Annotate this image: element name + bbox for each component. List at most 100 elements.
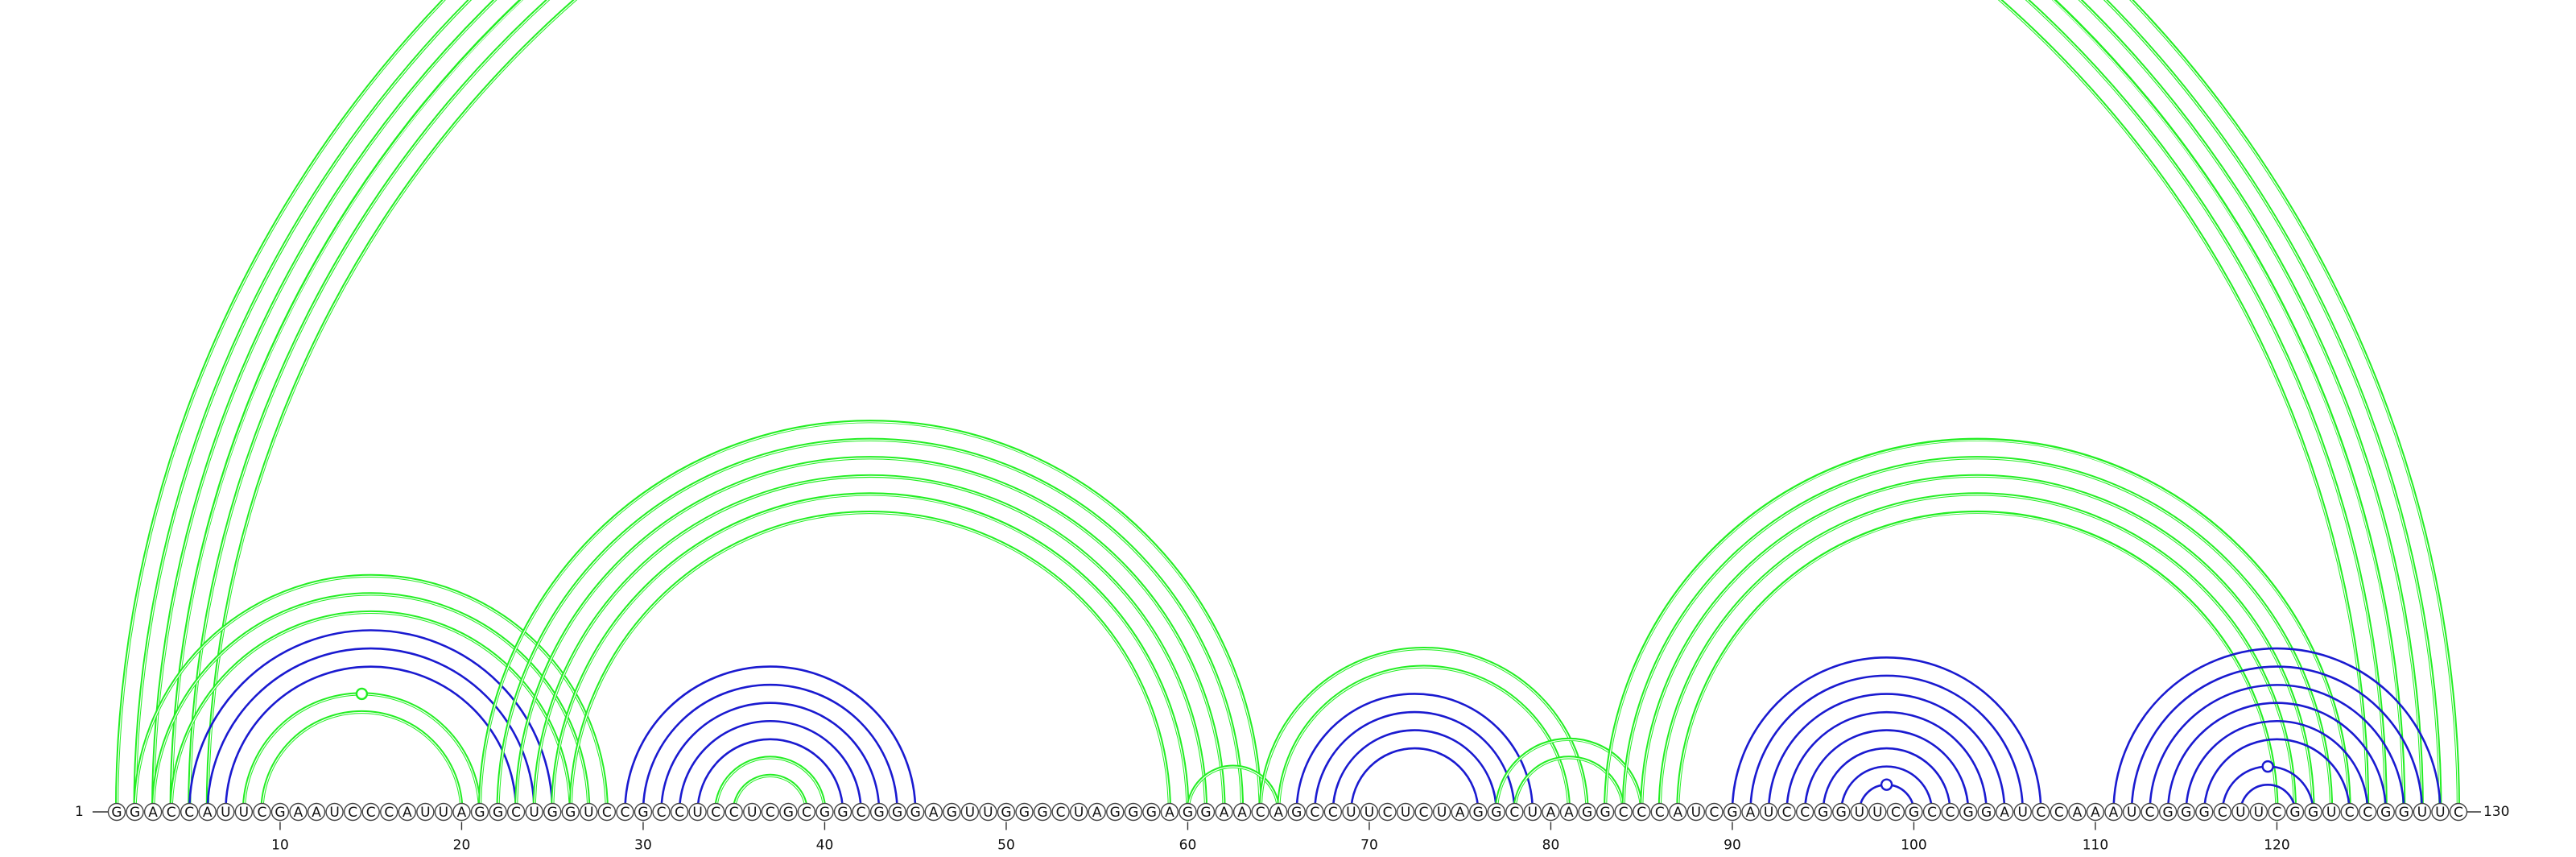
nucleotide: C [253, 802, 271, 822]
nucleotide: A [1669, 802, 1687, 822]
nucleotide-letter: G [1291, 805, 1302, 821]
nucleotide-letter: G [1836, 805, 1847, 821]
nucleotide-letter: G [1183, 805, 1193, 821]
nucleotide: G [2285, 802, 2305, 822]
nucleotide-letter: G [1727, 805, 1737, 821]
nucleotide: U [1686, 802, 1706, 822]
nucleotide: C [361, 802, 380, 822]
nucleotide: G [1142, 802, 1161, 822]
tick-label-110: 110 [2083, 838, 2108, 854]
nucleotide-circle [924, 802, 943, 822]
nucleotide-letter: G [1963, 805, 1974, 821]
nucleotide-letter: G [638, 805, 648, 821]
base-pair-arc-2-28-inner [134, 575, 607, 813]
nucleotide-letter: C [366, 805, 376, 821]
nucleotide: G [2376, 802, 2395, 822]
nucleotide-letter: A [1092, 805, 1102, 821]
nucleotide-circle [869, 802, 889, 822]
base-pair-arc-24-61-inner [534, 475, 1207, 813]
nucleotide: A [1215, 802, 1233, 822]
nucleotide-letter: G [783, 805, 794, 821]
nucleotide-letter: U [2326, 805, 2336, 821]
nucleotide: C [2449, 802, 2468, 822]
nucleotide-letter: G [130, 805, 140, 821]
nucleotide: U [2249, 802, 2268, 822]
nucleotide: C [670, 802, 689, 822]
nucleotide-circle [1850, 802, 1869, 822]
nucleotide: C [1941, 802, 1959, 822]
nucleotide-circle [652, 802, 671, 822]
nucleotide-circle [162, 802, 180, 822]
nucleotide-letter: G [547, 805, 558, 821]
nucleotide: G [107, 802, 126, 822]
nucleotide-circle [1795, 802, 1814, 822]
nucleotide: G [1196, 802, 1216, 822]
nucleotide-circle [253, 802, 271, 822]
nucleotide: C [1323, 802, 1343, 822]
nucleotide: C [1378, 802, 1397, 822]
nucleotide-circle [1959, 802, 1978, 822]
nucleotide-letter: C [620, 805, 630, 821]
base-pair-arc-112-128 [2130, 665, 2424, 813]
nucleotide-circle [1777, 802, 1796, 822]
nucleotide-letter: C [2036, 805, 2046, 821]
nucleotide-circle [107, 802, 126, 822]
base-pair-arc-94-103 [1803, 729, 1970, 813]
nucleotide: A [1451, 802, 1469, 822]
nucleotide-circle [1432, 802, 1451, 822]
arc-apex-marker [355, 687, 369, 701]
nucleotide-letter: C [167, 805, 176, 821]
nucleotide-letter: G [111, 805, 122, 821]
base-pair-arc-87-120-inner [1678, 511, 2277, 813]
nucleotide-letter: C [1946, 805, 1955, 821]
nucleotide-circle [489, 802, 507, 822]
base-pair-arc-68-77 [1331, 729, 1498, 813]
base-pair-arc-116-124 [2202, 738, 2351, 813]
nucleotide-letter: U [692, 805, 702, 821]
nucleotide-letter: C [1782, 805, 1792, 821]
nucleotide: U [688, 802, 707, 822]
nucleotide-letter: C [1056, 805, 1066, 821]
base-pair-arc-9-20-inner [262, 711, 462, 813]
nucleotide-circle [1614, 802, 1633, 822]
nucleotide-letter: U [983, 805, 993, 821]
tick-label-100: 100 [1901, 838, 1926, 854]
nucleotide-circle [2195, 802, 2214, 822]
nucleotide-circle [270, 802, 290, 822]
nucleotide-circle [1033, 802, 1052, 822]
nucleotide-circle [1542, 802, 1560, 822]
nucleotide-letter: U [1401, 805, 1410, 821]
nucleotide-letter: C [184, 805, 194, 821]
nucleotide-letter: A [2109, 805, 2119, 821]
nucleotide-letter: U [2235, 805, 2245, 821]
nucleotide-letter: G [1200, 805, 1211, 821]
nucleotide-circle [2032, 802, 2050, 822]
nucleotide: U [1360, 802, 1379, 822]
tick-label-10: 10 [271, 838, 289, 854]
nucleotide-letter: U [529, 805, 539, 821]
nucleotide-letter: C [1419, 805, 1429, 821]
base-pair-arc-3-27-inner [153, 594, 589, 813]
nucleotide-letter: G [493, 805, 503, 821]
nucleotide-letter: C [2273, 805, 2282, 821]
nucleotide-circle [597, 802, 617, 822]
nucleotide: C [724, 802, 743, 822]
nucleotide-letter: A [1165, 805, 1174, 821]
nucleotide-circle [688, 802, 707, 822]
nucleotide-letter: G [1909, 805, 1919, 821]
base-pair-arc-6-24 [206, 647, 535, 813]
nucleotide-letter: U [420, 805, 430, 821]
nucleotide-circle [1396, 802, 1415, 822]
nucleotide: C [1505, 802, 1524, 822]
nucleotide-letter: C [729, 805, 739, 821]
nucleotide-circle [1814, 802, 1832, 822]
nucleotide: G [1578, 802, 1596, 822]
nucleotide-circle [470, 802, 489, 822]
nucleotide-circle [217, 802, 235, 822]
tick-label-40: 40 [816, 838, 834, 854]
nucleotide: G [888, 802, 906, 822]
nucleotide: U [434, 802, 453, 822]
nucleotide-circle [452, 802, 471, 822]
nucleotide: U [2322, 802, 2341, 822]
nucleotide-letter: G [275, 805, 285, 821]
